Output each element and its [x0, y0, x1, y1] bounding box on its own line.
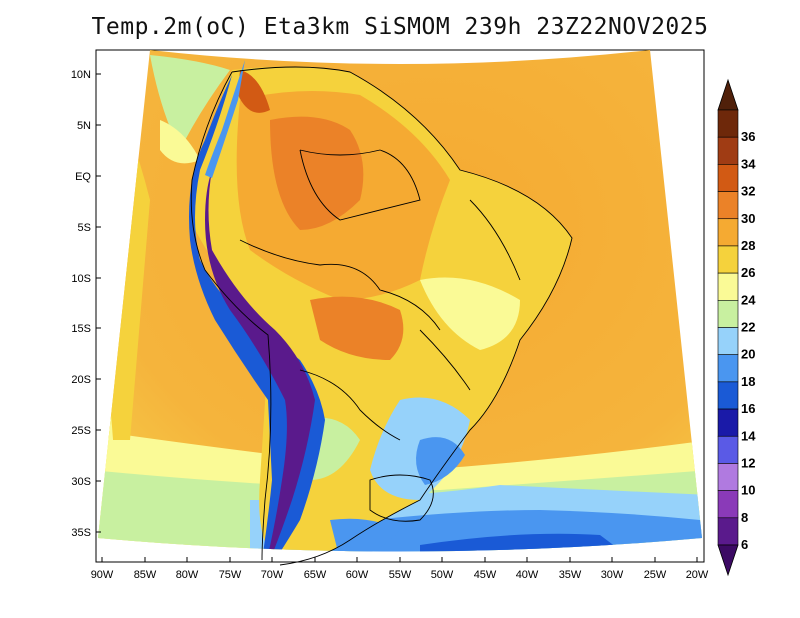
lon-tick-label: 25W — [644, 569, 667, 581]
colorbar-label: 10 — [741, 483, 755, 498]
lon-tick-label: 40W — [516, 569, 539, 581]
lon-tick-label: 20W — [686, 569, 709, 581]
lon-tick-label: 50W — [431, 569, 454, 581]
lon-tick-label: 65W — [304, 569, 327, 581]
colorbar-label: 6 — [741, 537, 748, 552]
lat-tick-label: 25S — [71, 425, 91, 437]
colorbar-swatch — [717, 517, 739, 546]
colorbar-label: 20 — [741, 347, 755, 362]
lat-tick-label: 10S — [71, 273, 91, 285]
colorbar-label: 34 — [741, 156, 756, 171]
colorbar-high-arrow — [717, 78, 739, 111]
colorbar-label: 14 — [741, 428, 756, 443]
colorbar-swatches — [717, 109, 739, 546]
colorbar-swatch — [717, 164, 739, 192]
lon-tick-label: 70W — [261, 569, 284, 581]
lat-tick-label: 5S — [78, 222, 91, 234]
colorbar-swatch — [717, 300, 739, 328]
colorbar-label: 28 — [741, 238, 755, 253]
colorbar-swatch — [717, 327, 739, 355]
lat-tick-label: 30S — [71, 476, 91, 488]
lat-tick-label: 20S — [71, 374, 91, 386]
colorbar-swatch — [717, 245, 739, 274]
lat-tick-label: 10N — [71, 69, 91, 81]
colorbar-swatch — [717, 408, 739, 437]
lat-tick-label: EQ — [75, 171, 91, 183]
colorbar-swatch — [717, 435, 739, 464]
lon-tick-label: 45W — [474, 569, 497, 581]
colorbar-label: 22 — [741, 320, 755, 335]
colorbar-labels: 6 8 10 12 14 16 18 20 22 24 26 28 30 32 34 36 — [741, 129, 756, 552]
colorbar-label: 32 — [741, 184, 755, 199]
lat-tick-label: 5N — [77, 120, 91, 132]
country-boundaries — [190, 66, 573, 566]
colorbar-swatch — [717, 109, 739, 138]
colorbar-swatch — [717, 354, 739, 383]
lat-tick-label: 35S — [71, 527, 91, 539]
longitude-axis: 90W 85W 80W 75W 70W 65W 60W 55W 50W 45W … — [91, 557, 709, 581]
temperature-field — [98, 50, 702, 552]
lon-tick-label: 30W — [601, 569, 624, 581]
lon-tick-label: 55W — [389, 569, 412, 581]
colorbar-swatch — [717, 218, 739, 247]
colorbar-label: 36 — [741, 129, 755, 144]
lon-tick-label: 60W — [346, 569, 369, 581]
colorbar-label: 30 — [741, 211, 755, 226]
lon-tick-label: 80W — [176, 569, 199, 581]
colorbar-swatch — [717, 490, 739, 519]
colorbar: 6 8 10 12 14 16 18 20 22 24 26 28 30 32 34 36 — [717, 78, 756, 577]
colorbar-swatch — [717, 272, 739, 301]
colorbar-label: 8 — [741, 510, 748, 525]
lon-tick-label: 85W — [134, 569, 157, 581]
colorbar-label: 16 — [741, 401, 755, 416]
colorbar-swatch — [717, 136, 739, 165]
lon-tick-label: 75W — [219, 569, 242, 581]
colorbar-low-arrow — [717, 544, 739, 577]
colorbar-label: 26 — [741, 265, 755, 280]
colorbar-label: 24 — [741, 292, 756, 307]
colorbar-swatch — [717, 381, 739, 410]
latitude-axis: 10N 5N EQ 5S 10S 15S 20S 25S 30S 35S — [71, 69, 101, 539]
colorbar-swatch — [717, 191, 739, 220]
lon-tick-label: 90W — [91, 569, 114, 581]
lon-tick-label: 35W — [559, 569, 582, 581]
colorbar-label: 12 — [741, 455, 755, 470]
map-title: Temp.2m(oC) Eta3km SiSMOM 239h 23Z22NOV2… — [91, 14, 709, 40]
colorbar-label: 18 — [741, 374, 755, 389]
lat-tick-label: 15S — [71, 323, 91, 335]
colorbar-swatch — [717, 463, 739, 491]
